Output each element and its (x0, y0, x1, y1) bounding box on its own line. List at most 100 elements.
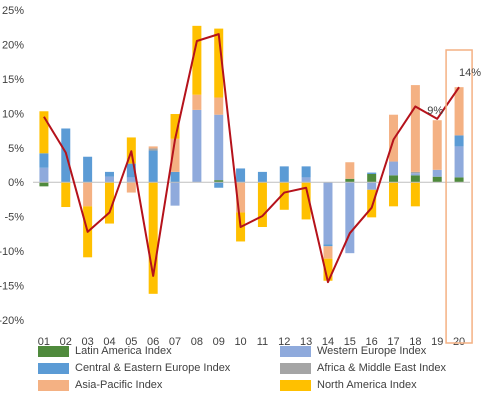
y-tick-label: 0% (8, 177, 24, 189)
x-tick-label: 14 (322, 336, 334, 345)
bar-segment (432, 169, 442, 177)
bar-segment (148, 150, 158, 183)
bar-segment (126, 163, 136, 178)
total-line-layer (43, 33, 460, 284)
legend-swatch (38, 362, 69, 374)
y-tick-label: 10% (2, 108, 24, 120)
bar-segment (301, 166, 311, 178)
legend-label: Latin America Index (75, 345, 172, 357)
bar-segment (367, 173, 377, 183)
bar-segment (39, 111, 49, 154)
bar-segment (279, 166, 289, 183)
legend-swatch (38, 345, 69, 357)
x-tick-label: 04 (103, 336, 115, 345)
bar-segment (61, 182, 71, 208)
stacked-bar-line-chart: -20% -15% -10% -5% 0% 5% 10% 15% 20% 25% 01 02 03 04… (0, 5, 481, 345)
legend-item: Asia-Pacific Index (38, 379, 162, 391)
bar-segment (170, 171, 180, 183)
bar-layer (39, 25, 464, 294)
bar-segment (389, 182, 399, 207)
bar-segment (39, 153, 49, 168)
bar-segment (214, 114, 224, 181)
bar-segment (301, 182, 311, 220)
legend-swatch (38, 379, 69, 391)
x-tick-label: 06 (147, 336, 159, 345)
bar-segment (83, 156, 93, 183)
bar-segment (214, 180, 224, 183)
legend-swatch (280, 379, 311, 391)
bar-segment (83, 182, 93, 207)
bar-segment (345, 178, 355, 183)
x-tick-label: 05 (125, 336, 137, 345)
bar-segment (192, 109, 202, 183)
bar-segment (454, 135, 464, 147)
bar-segment (214, 182, 224, 188)
bar-segment (39, 167, 49, 183)
bar-segment (257, 171, 267, 183)
x-tick-label: 02 (60, 336, 72, 345)
bar-segment (236, 168, 246, 183)
x-tick-label: 15 (344, 336, 356, 345)
bar-segment (323, 182, 333, 245)
bar-segment (345, 162, 355, 179)
bar-segment (39, 182, 49, 187)
y-tick-label: -10% (0, 246, 24, 258)
bar-segment (454, 146, 464, 178)
legend-item: North America Index (280, 379, 417, 391)
x-tick-label: 07 (169, 336, 181, 345)
annotation-layer: 9% 14% (427, 49, 481, 344)
y-tick-label: 15% (2, 74, 24, 86)
x-tick-label: 13 (300, 336, 312, 345)
bar-segment (148, 148, 158, 151)
bar-segment (257, 182, 267, 227)
highlight-box (445, 49, 473, 344)
bar-segment (410, 175, 420, 183)
legend-label: Central & Eastern Europe Index (75, 362, 231, 374)
legend-item: Western Europe Index (280, 345, 426, 357)
bar-segment (214, 97, 224, 115)
legend-label: Western Europe Index (317, 345, 427, 357)
bar-segment (170, 138, 180, 172)
legend-item: Latin America Index (38, 345, 172, 357)
bar-segment (410, 173, 420, 176)
x-tick-label: 18 (409, 336, 421, 345)
bar-segment (432, 120, 442, 170)
bar-segment (389, 161, 399, 176)
x-tick-label: 01 (38, 336, 50, 345)
bar-segment (367, 189, 377, 218)
legend-item: Central & Eastern Europe Index (38, 362, 230, 374)
bar-segment (432, 176, 442, 183)
bar-segment (410, 171, 420, 174)
bar-segment (454, 87, 464, 136)
x-tick-label: 10 (234, 336, 246, 345)
x-tick-label: 09 (213, 336, 225, 345)
bar-segment (104, 171, 114, 177)
value-annotation: 9% (427, 105, 443, 117)
legend-swatch (280, 345, 311, 357)
bar-segment (323, 246, 333, 259)
bar-segment (104, 176, 114, 183)
bar-segment (454, 177, 464, 183)
x-tick-label: 11 (257, 336, 268, 345)
bar-segment (345, 182, 355, 254)
bar-segment (170, 114, 180, 139)
y-tick-label: 5% (8, 143, 24, 155)
bar-segment (214, 28, 224, 98)
x-tick-label: 19 (431, 336, 443, 345)
bar-segment (279, 182, 289, 210)
bar-segment (410, 85, 420, 172)
bar-segment (236, 182, 246, 213)
legend-label: Asia-Pacific Index (75, 379, 163, 391)
bar-segment (126, 177, 136, 183)
legend-label: Africa & Middle East Index (317, 362, 447, 374)
bar-segment (170, 182, 180, 206)
x-tick-label: 03 (82, 336, 94, 345)
x-tick-label: 20 (453, 336, 465, 345)
bar-segment (323, 244, 333, 247)
y-tick-label: -15% (0, 281, 24, 293)
bar-segment (367, 172, 377, 174)
y-axis: -20% -15% -10% -5% 0% 5% 10% 15% 20% 25% (0, 5, 24, 327)
total-line (43, 33, 460, 284)
bar-segment (148, 182, 158, 294)
legend-label: North America Index (317, 379, 417, 391)
